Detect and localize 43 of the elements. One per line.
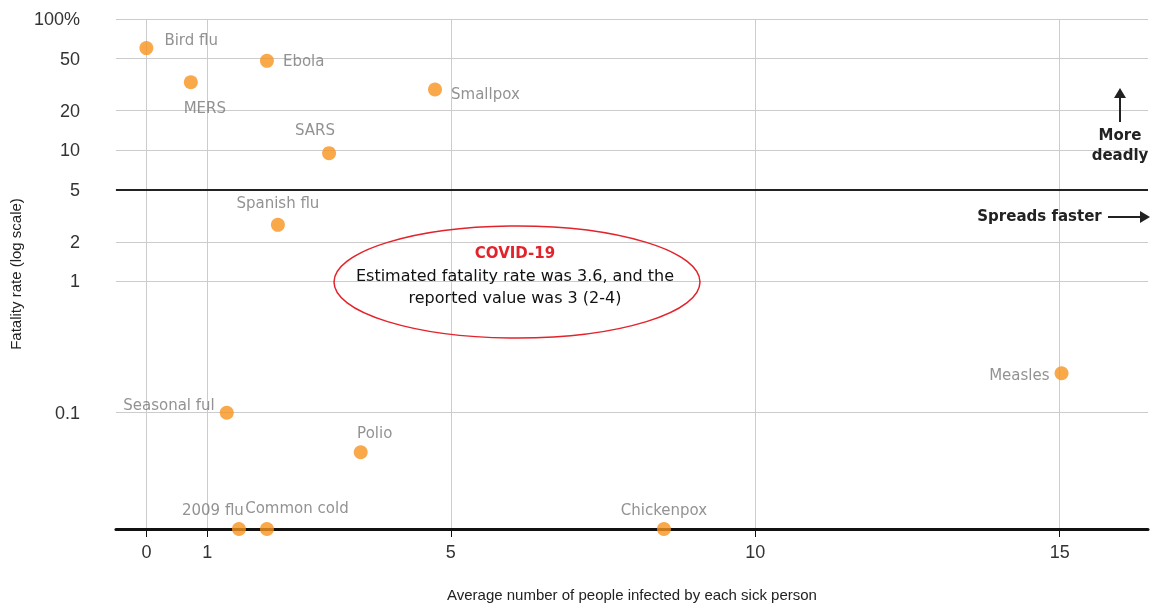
point bbox=[259, 53, 274, 68]
series-label: SARS bbox=[295, 120, 336, 139]
annotation: COVID-19 bbox=[473, 243, 557, 263]
x-tick-label: 10 bbox=[745, 542, 766, 562]
y-tick-label: 50 bbox=[59, 48, 80, 69]
annotation: Estimated fatality rate was 3.6, and the reported value was 3 (2-4) bbox=[354, 265, 676, 309]
x-tick-label: 15 bbox=[1049, 542, 1070, 562]
point bbox=[322, 146, 337, 161]
x-tick-label: 5 bbox=[445, 542, 456, 562]
point bbox=[270, 217, 285, 232]
point bbox=[353, 445, 368, 460]
point bbox=[656, 522, 671, 536]
series-label: Seasonal ful bbox=[123, 395, 215, 414]
y-tick-label: 5 bbox=[69, 179, 80, 200]
y-tick-label: 1 bbox=[69, 271, 80, 292]
series-label: Ebola bbox=[282, 51, 325, 70]
point bbox=[259, 522, 274, 536]
y-tick-label: 2 bbox=[69, 231, 80, 252]
y-tick-label: 20 bbox=[59, 100, 80, 121]
point bbox=[428, 82, 442, 97]
series-label: Measles bbox=[989, 366, 1050, 385]
point bbox=[183, 75, 198, 90]
series-label: Bird flu bbox=[164, 31, 218, 50]
series-label: Polio bbox=[357, 423, 393, 442]
y-axis-title: Fatality rate (log scale) bbox=[7, 198, 24, 350]
annotation: Spreads faster bbox=[976, 206, 1103, 226]
x-axis-title: Average number of people infected by each sick person bbox=[446, 586, 817, 603]
annotation: More deadly bbox=[1090, 125, 1150, 165]
series-label: 2009 flu bbox=[181, 500, 244, 519]
point bbox=[1054, 366, 1069, 381]
x-tick-label: 1 bbox=[202, 542, 213, 562]
series-label: Common cold bbox=[245, 498, 349, 517]
point bbox=[219, 405, 234, 420]
series-label: MERS bbox=[183, 98, 227, 117]
y-tick-label: 100% bbox=[33, 9, 80, 29]
point bbox=[231, 522, 246, 536]
series-label: Spanish flu bbox=[236, 194, 320, 213]
y-tick-label: 0.1 bbox=[54, 402, 80, 423]
y-tick-label: 10 bbox=[59, 140, 80, 161]
x-tick-label: 0 bbox=[141, 542, 152, 562]
series-label: Smallpox bbox=[450, 84, 520, 103]
point bbox=[139, 41, 154, 56]
series-label: Chickenpox bbox=[620, 500, 708, 519]
